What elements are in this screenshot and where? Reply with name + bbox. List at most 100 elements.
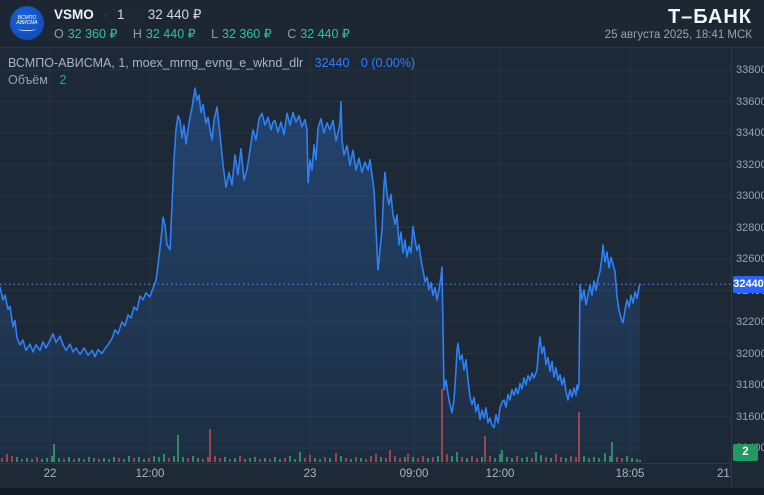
volume-bar <box>319 459 321 462</box>
volume-bar <box>489 456 491 462</box>
volume-bar <box>565 458 567 462</box>
volume-bar <box>214 456 216 462</box>
volume-bar <box>177 435 179 462</box>
series-title[interactable]: ВСМПО-АВИСМА, 1, moex_mrng_evng_e_wknd_d… <box>8 56 304 70</box>
volume-bar <box>385 458 387 462</box>
volume-bar <box>128 456 130 462</box>
volume-bar <box>545 457 547 462</box>
volume-bar <box>153 456 155 462</box>
chart-legend: ВСМПО-АВИСМА, 1, moex_mrng_evng_e_wknd_d… <box>8 56 415 70</box>
instrument-header: ВСМПО АВИСМА VSMO · 1 · 32 440 ₽ О 32 360… <box>0 0 764 48</box>
volume-bar <box>531 458 533 462</box>
volume-bar <box>324 457 326 462</box>
volume-bar <box>555 454 557 462</box>
logo-text-bottom: АВИСМА <box>16 19 38 26</box>
bank-logo: Т–БАНК <box>667 6 752 28</box>
volume-bar <box>197 458 199 462</box>
volume-bar <box>163 454 165 462</box>
volume-bar <box>609 456 611 462</box>
time-tick-label: 22 <box>43 468 57 480</box>
volume-bar <box>340 456 342 462</box>
volume-label[interactable]: Объём <box>8 73 48 87</box>
volume-bar <box>299 452 301 462</box>
volume-bar <box>148 458 150 462</box>
volume-bar <box>224 457 226 462</box>
volume-bar <box>294 459 296 462</box>
volume-bar <box>560 457 562 462</box>
volume-bar <box>289 456 291 462</box>
volume-bar <box>93 458 95 462</box>
time-tick-label: 12:00 <box>485 468 515 480</box>
volume-bar <box>521 458 523 462</box>
chart-pane[interactable]: ВСМПО-АВИСМА, 1, moex_mrng_evng_e_wknd_d… <box>0 48 731 463</box>
current-price-badge: 32440 <box>733 276 764 293</box>
volume-bar <box>158 457 160 462</box>
volume-bar <box>476 458 478 462</box>
price-tick-label: 32800 <box>736 222 764 234</box>
volume-bar <box>588 458 590 462</box>
volume-bar <box>389 450 391 462</box>
volume-bar <box>404 457 406 462</box>
volume-bar <box>432 457 434 462</box>
price-tick-label: 33400 <box>736 127 764 139</box>
volume-bar <box>456 452 458 462</box>
volume-bar <box>499 454 501 462</box>
low-label: L <box>211 27 219 41</box>
volume-bar <box>365 459 367 462</box>
volume-bar <box>511 458 513 462</box>
volume-bar <box>219 458 221 462</box>
volume-bar <box>370 456 372 462</box>
time-tick-label: 18:05 <box>615 468 645 480</box>
price-tick-label: 32200 <box>736 316 764 328</box>
volume-bar <box>229 459 231 462</box>
volume-bar <box>6 454 8 462</box>
volume-bar <box>108 459 110 462</box>
legend-change: 0 (0.00%) <box>360 56 416 70</box>
price-chart-svg[interactable] <box>0 48 731 463</box>
volume-bar <box>249 458 251 462</box>
volume-bar <box>446 454 448 462</box>
current-volume-badge: 2 <box>733 444 758 461</box>
price-tick-label: 32000 <box>736 348 764 360</box>
volume-bar <box>244 459 246 462</box>
volume-bar <box>78 458 80 462</box>
volume-bar <box>437 456 439 462</box>
volume-bar <box>570 456 572 462</box>
volume-bar <box>239 456 241 462</box>
volume-bar <box>314 458 316 462</box>
time-tick-label: 09:00 <box>399 468 429 480</box>
volume-bar <box>138 457 140 462</box>
time-axis[interactable]: 22 12:00 23 09:00 12:00 18:05 21: <box>0 463 731 488</box>
volume-bar <box>329 458 331 462</box>
volume-bar <box>46 458 48 462</box>
low-value: 32 360 ₽ <box>222 27 272 41</box>
ohlc-row: О 32 360 ₽ Н 32 440 ₽ L 32 360 ₽ С 32 440 ₽ <box>54 26 362 41</box>
volume-bar <box>494 458 496 462</box>
volume-bar <box>611 442 613 462</box>
volume-bar <box>466 458 468 462</box>
volume-bar <box>636 459 638 462</box>
volume-bar <box>73 459 75 462</box>
volume-bar <box>284 458 286 462</box>
volume-bar <box>98 459 100 462</box>
volume-bar <box>604 453 606 462</box>
high-label: Н <box>132 27 142 41</box>
volume-bar <box>631 458 633 462</box>
close-label: С <box>287 27 297 41</box>
volume-bar <box>209 429 211 462</box>
volume-bar <box>639 460 641 462</box>
price-tick-label: 33800 <box>736 64 764 76</box>
volume-bar <box>540 455 542 462</box>
volume-bar <box>274 457 276 462</box>
volume-bar <box>36 457 38 462</box>
volume-bar <box>63 459 65 462</box>
price-tick-label: 32600 <box>736 253 764 265</box>
interval-value[interactable]: 1 <box>116 7 125 22</box>
price-line <box>0 87 641 429</box>
area-fill <box>0 88 640 462</box>
ticker-symbol[interactable]: VSMO <box>54 7 94 22</box>
logo-swoosh <box>18 27 36 31</box>
open-label: О <box>54 27 64 41</box>
price-axis[interactable]: 32440 2 33800 33600 33400 33200 33000 32800 32… <box>731 48 764 488</box>
date-time: 25 августа 2025, 18:41 МСК <box>604 29 752 41</box>
